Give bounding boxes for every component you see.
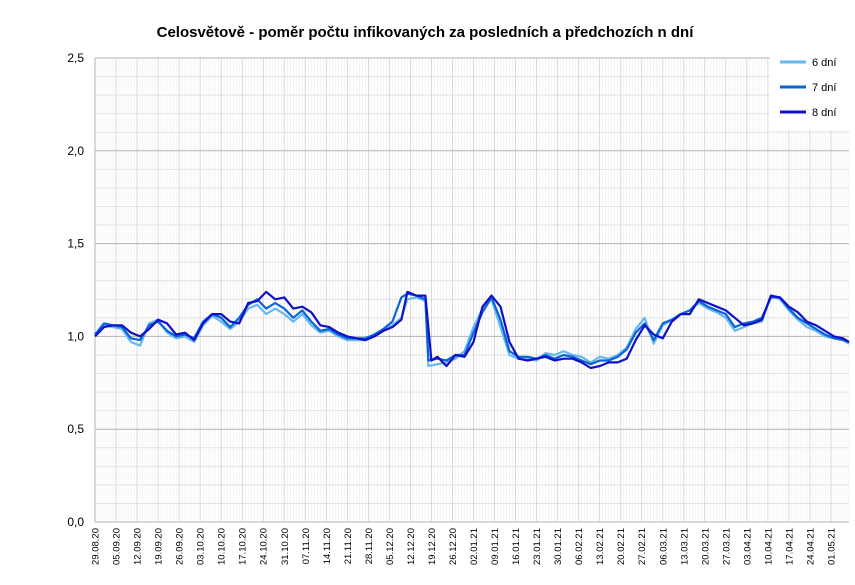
x-tick-label: 29.08.20 (91, 528, 102, 565)
x-tick-label: 01.05.21 (826, 528, 837, 565)
x-tick-label: 12.09.20 (133, 528, 144, 565)
x-tick-label: 26.12.20 (448, 528, 459, 565)
x-tick-label: 17.10.20 (238, 528, 249, 565)
legend: 6 dní 7 dní 8 dní (770, 46, 850, 130)
gridlines (94, 57, 850, 523)
x-tick-label: 31.10.20 (280, 528, 291, 565)
x-tick-label: 02.01.21 (469, 528, 480, 565)
x-tick-label: 05.12.20 (385, 528, 396, 565)
x-tick-label: 09.01.21 (490, 528, 501, 565)
x-tick-label: 10.04.21 (763, 528, 774, 565)
x-tick-label: 14.11.20 (322, 528, 333, 564)
series-line-1 (94, 294, 850, 368)
x-tick-label: 20.02.21 (616, 528, 627, 565)
y-tick-label: 0,0 (67, 515, 84, 529)
series-lines (94, 290, 850, 370)
legend-label: 8 dní (812, 107, 836, 119)
x-tick-label: 17.04.21 (784, 528, 795, 565)
x-tick-label: 03.04.21 (742, 528, 753, 565)
x-tick-label: 10.10.20 (217, 528, 228, 565)
chart-title: Celosvětově - poměr počtu infikovaných z… (157, 24, 695, 41)
y-tick-label: 2,5 (67, 51, 84, 65)
x-tick-label: 27.03.21 (721, 528, 732, 565)
x-tick-label: 19.09.20 (154, 528, 165, 565)
x-tick-label: 13.02.21 (595, 528, 606, 565)
series-line-2 (94, 292, 850, 366)
y-axis-ticks: 0,0 0,5 1,0 1,5 2,0 2,5 (67, 51, 84, 529)
y-tick-label: 2,0 (67, 144, 84, 158)
legend-label: 6 dní (812, 57, 836, 69)
series-line-3 (94, 290, 850, 370)
x-tick-label: 06.03.21 (658, 528, 669, 565)
x-tick-label: 24.04.21 (805, 528, 816, 565)
x-tick-label: 07.11.20 (301, 528, 312, 564)
y-tick-label: 0,5 (67, 422, 84, 436)
y-tick-label: 1,5 (67, 237, 84, 251)
x-tick-label: 19.12.20 (427, 528, 438, 565)
x-tick-label: 23.01.21 (532, 528, 543, 565)
x-tick-label: 16.01.21 (511, 528, 522, 565)
x-tick-label: 27.02.21 (637, 528, 648, 565)
legend-label: 7 dní (812, 82, 836, 94)
x-tick-label: 28.11.20 (364, 528, 375, 564)
x-tick-label: 30.01.21 (553, 528, 564, 565)
x-tick-label: 12.12.20 (406, 528, 417, 565)
x-tick-label: 26.09.20 (175, 528, 186, 565)
x-axis-ticks: 29.08.20 05.09.20 12.09.20 19.09.20 26.09.20… (91, 528, 838, 565)
x-tick-label: 24.10.20 (259, 528, 270, 565)
x-tick-label: 20.03.21 (700, 528, 711, 565)
y-tick-label: 1,0 (67, 329, 84, 343)
x-tick-label: 03.10.20 (196, 528, 207, 565)
x-tick-label: 21.11.20 (343, 528, 354, 564)
x-tick-label: 13.03.21 (679, 528, 690, 565)
x-tick-label: 05.09.20 (112, 528, 123, 565)
x-tick-label: 06.02.21 (574, 528, 585, 565)
